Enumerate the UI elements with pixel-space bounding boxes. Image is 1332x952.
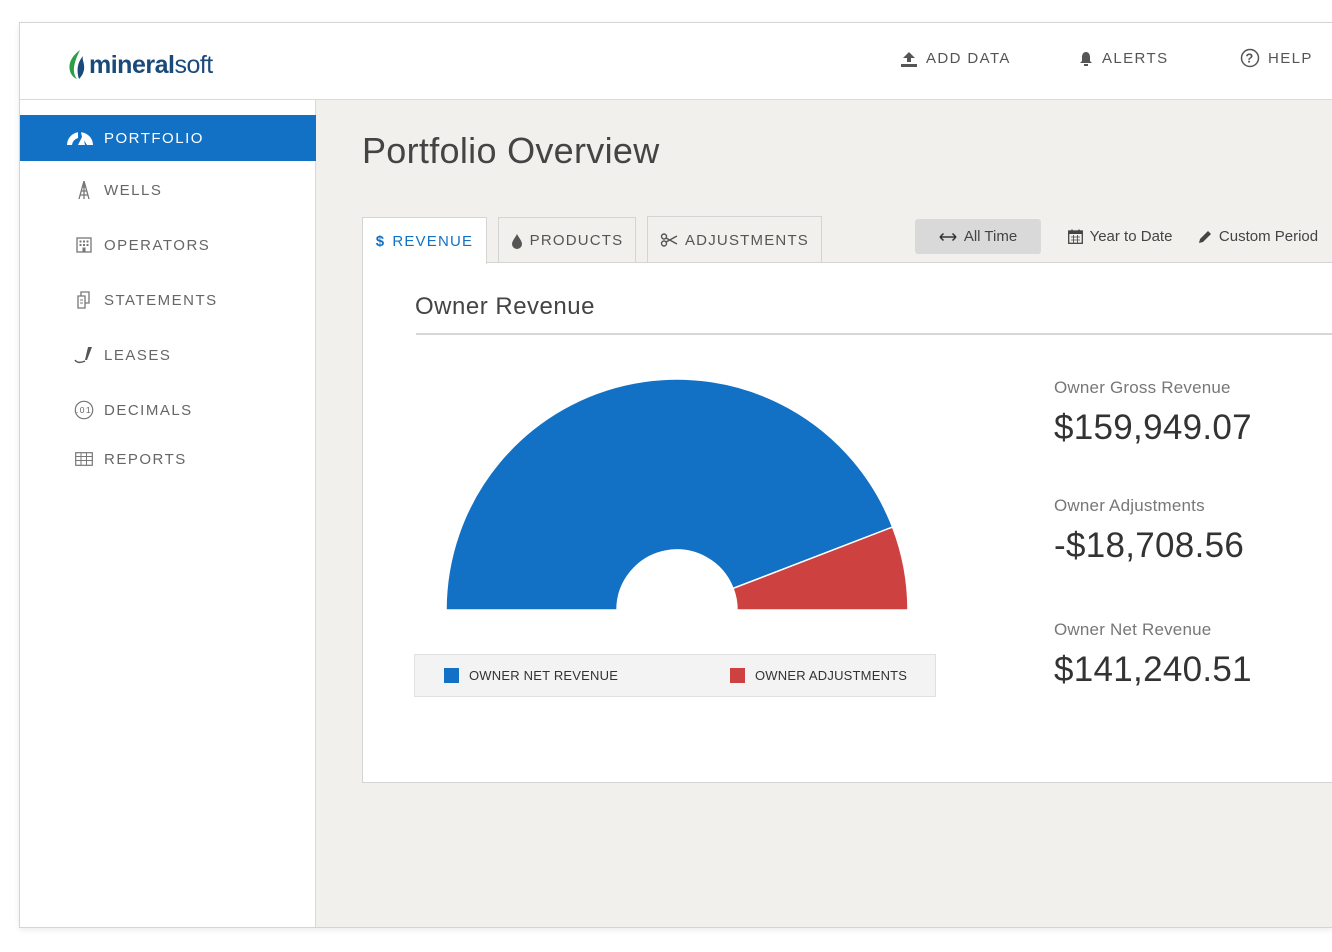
upload-icon [900, 51, 918, 67]
sidebar-item-reports[interactable]: REPORTS [20, 436, 316, 482]
building-icon [74, 237, 94, 253]
stat-net-value: $141,240.51 [1054, 650, 1252, 689]
owner-revenue-chart [445, 378, 909, 611]
sidebar-item-portfolio[interactable]: PORTFOLIO [20, 115, 316, 161]
revenue-panel: Owner Revenue OWNER NET REVENUE OWNER AD… [362, 262, 1332, 783]
svg-text:?: ? [1245, 51, 1254, 66]
sidebar-item-label: STATEMENTS [104, 291, 218, 309]
oil-derrick-icon [74, 180, 94, 200]
sidebar-item-decimals[interactable]: .01 DECIMALS [20, 387, 316, 433]
panel-title: Owner Revenue [415, 293, 595, 320]
sidebar-item-label: WELLS [104, 181, 163, 199]
dollar-icon: $ [375, 232, 386, 250]
add-data-label: ADD DATA [926, 50, 1011, 67]
horizontal-arrows-icon [939, 232, 957, 242]
logo-text-soft: soft [174, 50, 213, 79]
sidebar-item-label: LEASES [104, 346, 172, 364]
legend-swatch [444, 668, 459, 683]
help-label: HELP [1268, 49, 1313, 67]
add-data-button[interactable]: ADD DATA [900, 50, 1011, 67]
tab-label: PRODUCTS [529, 232, 624, 249]
scissors-icon [660, 233, 678, 247]
sidebar-item-statements[interactable]: STATEMENTS [20, 277, 316, 323]
help-circle-icon: ? [1240, 48, 1260, 68]
decimal-badge-text: .01 [76, 405, 92, 415]
stat-net-label: Owner Net Revenue [1054, 620, 1212, 639]
sidebar-item-wells[interactable]: WELLS [20, 167, 316, 213]
donut-slice-net-revenue[interactable] [445, 378, 894, 611]
tab-label: ADJUSTMENTS [684, 231, 810, 249]
legend-label: OWNER ADJUSTMENTS [755, 668, 908, 683]
tab-products[interactable]: PRODUCTS [498, 217, 636, 263]
sidebar-item-label: PORTFOLIO [104, 129, 204, 147]
calendar-icon [1067, 229, 1083, 244]
pencil-icon [1198, 230, 1212, 244]
alerts-button[interactable]: ALERTS [1078, 50, 1168, 67]
help-button[interactable]: ? HELP [1240, 48, 1313, 68]
panel-divider [416, 333, 1332, 335]
chart-legend: OWNER NET REVENUE OWNER ADJUSTMENTS [414, 654, 936, 697]
legend-swatch [730, 668, 745, 683]
mineralsoft-logo[interactable]: mineralsoft [66, 49, 213, 81]
stat-gross-label: Owner Gross Revenue [1054, 378, 1231, 397]
stat-gross-value: $159,949.07 [1054, 408, 1252, 447]
page-title: Portfolio Overview [362, 130, 660, 171]
documents-icon [74, 291, 94, 309]
period-year-to-date-button[interactable]: Year to Date [1064, 219, 1176, 254]
table-grid-icon [74, 452, 94, 466]
sidebar-item-operators[interactable]: OPERATORS [20, 222, 316, 268]
app-window: mineralsoft ADD DATA ALERTS ? HELP [19, 22, 1332, 928]
stat-adjustments-label: Owner Adjustments [1054, 496, 1205, 515]
flame-leaf-icon [69, 50, 85, 79]
tab-revenue[interactable]: $ REVENUE [362, 217, 487, 264]
bell-icon [1078, 51, 1094, 67]
sidebar-item-label: DECIMALS [104, 401, 193, 419]
dashboard-gauge-icon [66, 130, 94, 146]
period-custom-button[interactable]: Custom Period [1196, 219, 1320, 254]
decimal-badge-icon: .01 [74, 400, 94, 420]
drop-icon [511, 233, 523, 249]
period-label: Custom Period [1218, 228, 1319, 245]
period-label: All Time [963, 228, 1018, 245]
sidebar-item-label: OPERATORS [104, 236, 211, 254]
legend-item-adjustments[interactable]: OWNER ADJUSTMENTS [730, 668, 907, 683]
stat-adjustments-value: -$18,708.56 [1054, 526, 1245, 565]
logo-text-mineral: mineral [89, 50, 175, 79]
alerts-label: ALERTS [1102, 50, 1169, 67]
legend-label: OWNER NET REVENUE [469, 668, 619, 683]
pen-signature-icon [74, 346, 94, 364]
sidebar-item-leases[interactable]: LEASES [20, 332, 316, 378]
period-label: Year to Date [1089, 228, 1173, 245]
donut-slice-adjustments[interactable] [732, 526, 909, 611]
sidebar-item-label: REPORTS [104, 450, 187, 468]
tab-adjustments[interactable]: ADJUSTMENTS [647, 216, 822, 263]
tab-label: REVENUE [392, 232, 474, 250]
sidebar: PORTFOLIO WELLS OPERATORS STATEMENTS LEA… [20, 100, 316, 927]
main-content: Portfolio Overview $ REVENUE PRODUCTS AD… [316, 100, 1332, 927]
period-all-time-button[interactable]: All Time [915, 219, 1041, 254]
legend-item-net-revenue[interactable]: OWNER NET REVENUE [444, 668, 618, 683]
top-header: mineralsoft ADD DATA ALERTS ? HELP [20, 23, 1332, 100]
